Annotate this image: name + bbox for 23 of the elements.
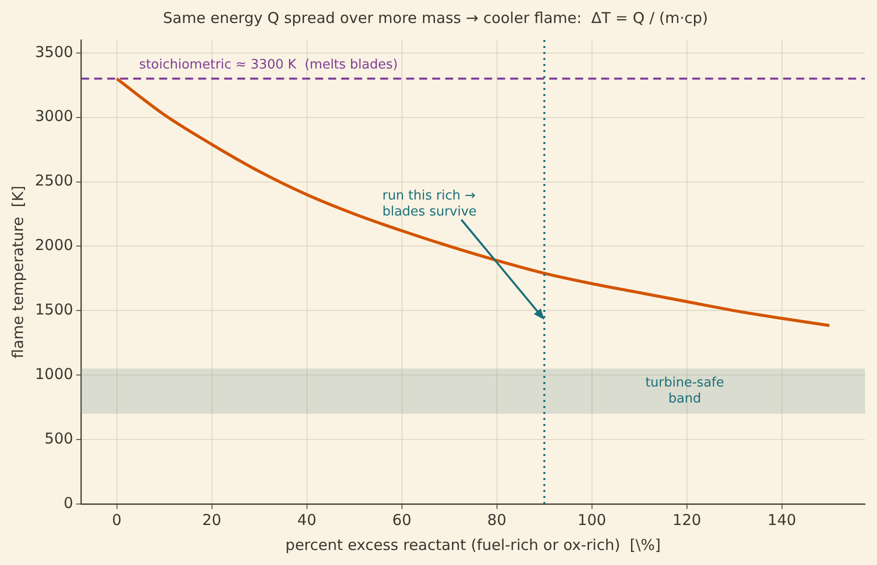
y-tick-label: 0: [64, 494, 74, 512]
x-tick-label: 60: [392, 510, 412, 529]
x-tick-label: 80: [487, 510, 506, 529]
chart-title: Same energy Q spread over more mass → cooler flame: ΔT = Q / (m·cp): [163, 8, 708, 27]
y-tick-label: 2000: [34, 236, 74, 254]
y-tick-label: 3500: [34, 42, 74, 61]
y-tick-label: 3000: [34, 107, 74, 126]
y-tick-label: 1500: [34, 300, 74, 319]
y-axis-title: flame temperature [K]: [8, 186, 27, 358]
line-series: [115, 77, 831, 327]
x-tick-label: 120: [672, 510, 702, 529]
x-tick-label: 20: [202, 510, 222, 529]
y-tick-label: 2500: [34, 172, 74, 190]
band-label: turbine-safe band: [645, 376, 724, 407]
x-axis-title: percent excess reactant (fuel-rich or ox-rich) [\%]: [285, 536, 661, 554]
ref-line-label: stoichiometric ≈ 3300 K (melts blades): [139, 58, 398, 73]
x-tick-label: 0: [112, 510, 122, 529]
x-tick-label: 140: [768, 510, 796, 529]
y-tick-label: 500: [44, 429, 74, 448]
y-tick-label: 1000: [34, 365, 74, 383]
x-tick-label: 40: [297, 510, 316, 529]
annotation: run this rich → blades survive: [382, 188, 477, 220]
x-tick-label: 100: [578, 510, 606, 529]
